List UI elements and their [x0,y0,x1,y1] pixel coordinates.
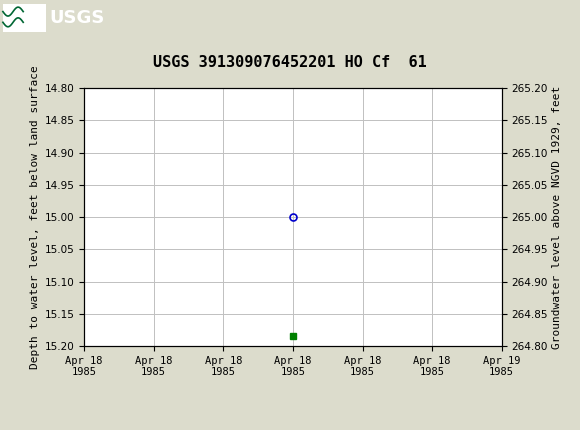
Y-axis label: Depth to water level, feet below land surface: Depth to water level, feet below land su… [30,65,41,369]
Text: USGS: USGS [49,9,104,27]
Text: USGS 391309076452201 HO Cf  61: USGS 391309076452201 HO Cf 61 [153,55,427,70]
Legend: Period of approved data: Period of approved data [193,429,393,430]
FancyBboxPatch shape [3,3,46,32]
Y-axis label: Groundwater level above NGVD 1929, feet: Groundwater level above NGVD 1929, feet [552,86,562,349]
